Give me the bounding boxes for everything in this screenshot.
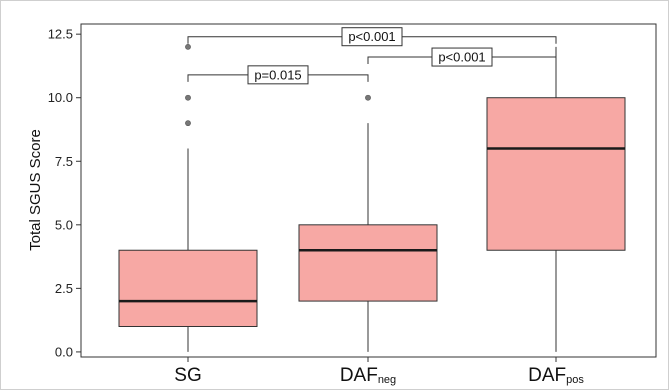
p-value-box: [341, 27, 403, 47]
outlier-point: [185, 120, 191, 127]
outlier-point: [185, 43, 191, 50]
box-iqr: [118, 249, 258, 327]
p-value-label: p<0.001: [438, 50, 485, 65]
y-axis-title: Total SGUS Score: [27, 129, 44, 251]
p-value-box: [431, 47, 493, 67]
x-tick-label: DAFneg: [340, 365, 396, 386]
y-tick-label: 2.5: [55, 281, 73, 296]
y-tick-label: 0.0: [55, 344, 73, 359]
outlier-point: [365, 94, 371, 101]
box-iqr: [298, 224, 438, 302]
outlier-point: [185, 94, 191, 101]
box-iqr: [486, 97, 626, 251]
x-tick-label: SG: [174, 365, 201, 386]
x-tick-label: DAFpos: [528, 365, 584, 386]
y-tick-label: 10.0: [48, 90, 73, 105]
p-value-label: p<0.001: [348, 29, 395, 44]
y-tick-label: 12.5: [48, 27, 73, 42]
y-tick-label: 5.0: [55, 217, 73, 232]
p-value-label: p=0.015: [254, 67, 301, 82]
y-tick-label: 7.5: [55, 154, 73, 169]
p-value-box: [247, 65, 309, 85]
